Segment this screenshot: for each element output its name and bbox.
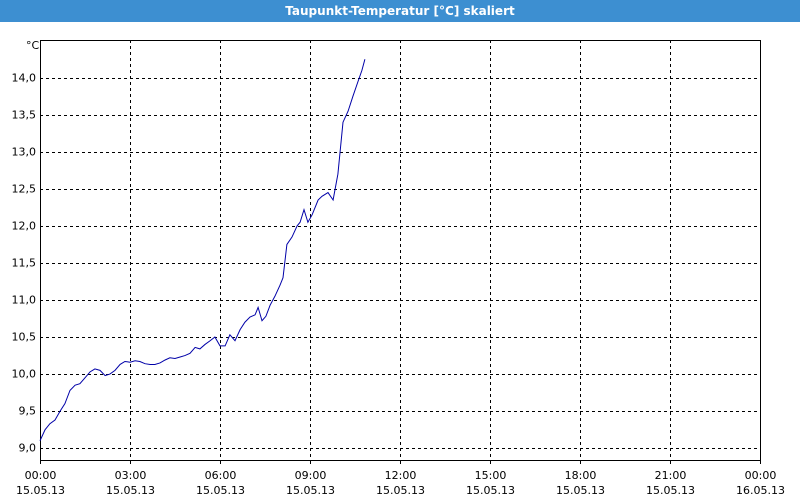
y-tick-label: 9,5	[19, 405, 37, 418]
x-tick-label: 21:00	[655, 469, 687, 482]
y-tick-label: 13,0	[12, 146, 37, 159]
y-tick-label: 13,5	[12, 109, 37, 122]
window-title: Taupunkt-Temperatur [°C] skaliert	[0, 0, 800, 22]
x-tick-label: 18:00	[565, 469, 597, 482]
y-tick-label: 12,5	[12, 183, 37, 196]
y-unit-label: °C	[26, 39, 40, 52]
x-tick-label: 00:00	[745, 469, 777, 482]
x-tick-date: 15.05.13	[646, 484, 695, 497]
x-tick-date: 15.05.13	[376, 484, 425, 497]
x-tick-label: 06:00	[205, 469, 237, 482]
x-tick-date: 15.05.13	[16, 484, 65, 497]
data-line	[39, 59, 366, 441]
y-tick-label: 9,0	[19, 442, 37, 455]
y-tick-label: 10,5	[12, 331, 37, 344]
x-tick-label: 03:00	[115, 469, 147, 482]
x-tick-label: 00:00	[25, 469, 57, 482]
y-tick-label: 14,0	[12, 72, 37, 85]
x-tick-date: 15.05.13	[106, 484, 155, 497]
y-tick-label: 10,0	[12, 368, 37, 381]
x-tick-date: 15.05.13	[196, 484, 245, 497]
x-tick-label: 09:00	[295, 469, 327, 482]
x-tick-date: 15.05.13	[286, 484, 335, 497]
x-tick-date: 16.05.13	[736, 484, 785, 497]
x-tick-date: 15.05.13	[556, 484, 605, 497]
x-tick-date: 15.05.13	[466, 484, 515, 497]
x-tick-label: 12:00	[385, 469, 417, 482]
x-tick-label: 15:00	[475, 469, 507, 482]
y-tick-label: 11,5	[12, 257, 37, 270]
y-tick-label: 11,0	[12, 294, 37, 307]
y-tick-label: 12,0	[12, 220, 37, 233]
